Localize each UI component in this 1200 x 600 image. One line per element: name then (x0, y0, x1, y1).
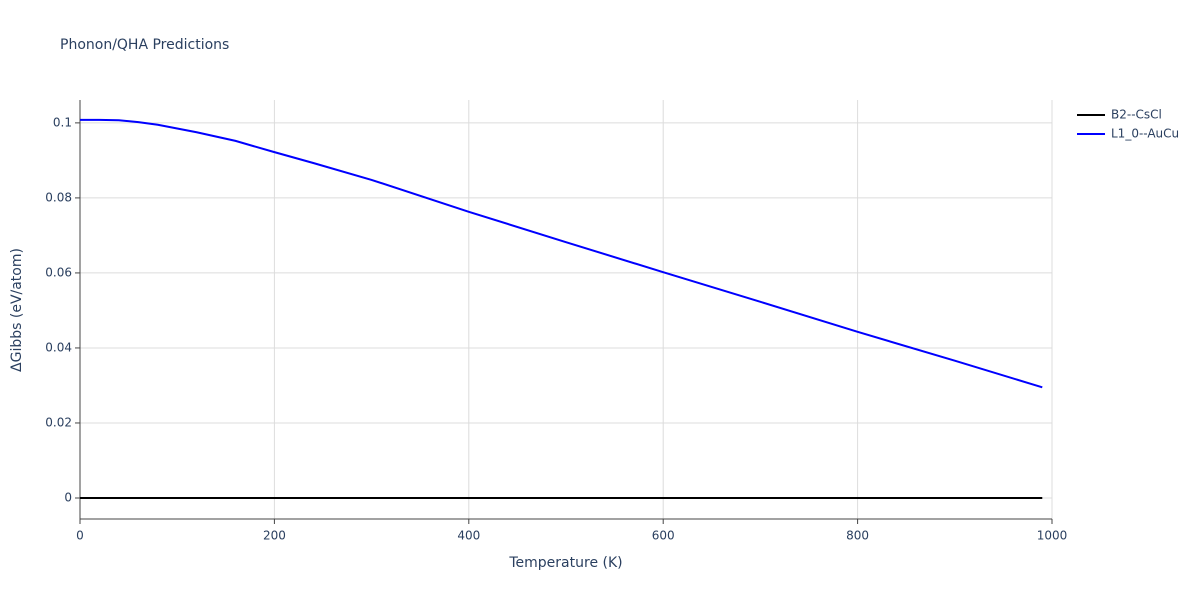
y-tick-label: 0.04 (45, 340, 72, 354)
x-tick-label: 0 (76, 529, 84, 543)
x-tick-label: 1000 (1037, 529, 1068, 543)
x-tick-label: 800 (846, 529, 869, 543)
x-axis-label: Temperature (K) (508, 555, 622, 571)
legend-label: B2--CsCl (1111, 108, 1162, 122)
x-tick-label: 200 (263, 529, 286, 543)
y-tick-label: 0.06 (45, 265, 72, 279)
x-tick-label: 400 (457, 529, 480, 543)
x-tick-label: 600 (652, 529, 675, 543)
y-tick-label: 0 (64, 490, 72, 504)
line-series (80, 118, 1043, 389)
legend-label: L1_0--AuCu (1111, 127, 1179, 141)
y-tick-label: 0.02 (45, 415, 72, 429)
y-tick-label: 0.08 (45, 190, 72, 204)
y-tick-label: 0.1 (53, 115, 72, 129)
chart-title: Phonon/QHA Predictions (60, 37, 229, 53)
y-axis-label: ΔGibbs (eV/atom) (9, 248, 25, 372)
